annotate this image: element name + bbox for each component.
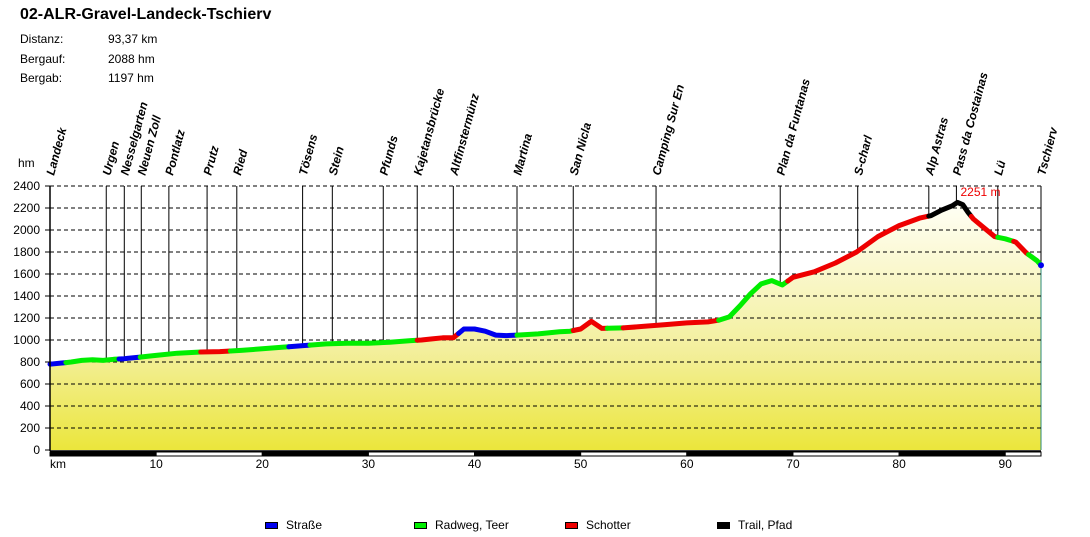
km-scale-bar xyxy=(474,451,582,457)
legend-label: Straße xyxy=(286,518,323,532)
y-axis-label: hm xyxy=(18,156,35,170)
waypoint-label: Stein xyxy=(326,145,347,177)
waypoint-label: Plan da Funtanas xyxy=(774,77,813,177)
elevation-area xyxy=(50,202,1042,450)
waypoint-label: San Nicla xyxy=(567,121,595,177)
stat-descent: Bergab: 1197 hm xyxy=(20,71,154,85)
y-tick-label: 2200 xyxy=(13,201,40,215)
waypoint-label: Pontlatz xyxy=(162,128,188,177)
surface-segment xyxy=(926,199,974,219)
legend-item-trail: Trail, Pfad xyxy=(717,518,792,532)
waypoint-label: Martina xyxy=(510,132,535,177)
surface-segment xyxy=(227,344,292,354)
surface-segment xyxy=(116,354,143,362)
stat-label: Distanz: xyxy=(20,32,64,46)
legend-swatch-trail xyxy=(717,521,730,529)
surface-segment xyxy=(286,342,313,350)
x-tick-label: 90 xyxy=(999,457,1013,471)
stat-value: 93,37 km xyxy=(108,32,158,46)
surface-line: 2251 m xyxy=(47,185,1044,367)
y-tick-label: 1400 xyxy=(13,289,40,303)
waypoint-label: Landeck xyxy=(43,125,69,177)
x-tick-label: 30 xyxy=(362,457,376,471)
y-tick-label: 2400 xyxy=(13,179,40,193)
surface-segment xyxy=(785,213,932,284)
waypoint-label: Tösens xyxy=(296,132,320,177)
km-scale-bar xyxy=(155,451,263,457)
surface-segment xyxy=(716,278,791,323)
legend-item-strasse: Straße xyxy=(265,518,322,532)
surface-segment xyxy=(307,337,420,348)
km-scale-bar xyxy=(580,451,688,457)
surface-segment xyxy=(198,348,233,355)
legend-swatch-radweg xyxy=(414,521,427,529)
surface-segment xyxy=(620,317,722,331)
legend-label: Trail, Pfad xyxy=(738,518,793,532)
waypoint-label: Lü xyxy=(991,158,1008,176)
y-tick-label: 600 xyxy=(20,377,40,391)
waypoint-label: Alp Astras xyxy=(922,115,951,177)
km-scale-bar xyxy=(792,451,900,457)
max-elevation-label: 2251 m xyxy=(960,185,1000,199)
km-scale-bar xyxy=(261,451,369,457)
surface-segment xyxy=(995,234,1017,244)
waypoint-label: Ried xyxy=(230,147,250,176)
y-tick-label: 1600 xyxy=(13,267,40,281)
y-tick-label: 400 xyxy=(20,399,40,413)
waypoint-label: Prutz xyxy=(200,144,221,177)
stat-ascent: Bergauf: 2088 hm xyxy=(20,52,155,66)
y-tick-label: 0 xyxy=(33,443,40,457)
legend-label: Radweg, Teer xyxy=(435,518,509,532)
waypoint-label: Kajetansbrücke xyxy=(411,87,448,177)
legend-item-radweg: Radweg, Teer xyxy=(414,518,509,532)
y-tick-label: 1000 xyxy=(13,333,40,347)
x-tick-label: 20 xyxy=(256,457,270,471)
waypoint-label: Pfunds xyxy=(377,134,401,177)
waypoint-label: Camping Sur En xyxy=(649,83,687,177)
x-tick-label: 60 xyxy=(680,457,694,471)
stat-label: Bergauf: xyxy=(20,52,66,66)
x-tick-label: 10 xyxy=(149,457,163,471)
surface-segment xyxy=(456,326,520,339)
y-tick-label: 1800 xyxy=(13,245,40,259)
surface-segment xyxy=(63,356,122,366)
km-scale-bar xyxy=(367,451,476,457)
x-axis-label: km xyxy=(50,457,66,471)
stat-value: 2088 hm xyxy=(108,52,155,66)
waypoint-label: Pass da Costainas xyxy=(950,70,991,176)
legend-swatch-schotter xyxy=(565,521,578,529)
legend-swatch-strasse xyxy=(265,521,278,529)
y-tick-label: 2000 xyxy=(13,223,40,237)
chart-title: 02-ALR-Gravel-Landeck-Tschierv xyxy=(20,6,272,23)
legend-label: Schotter xyxy=(586,518,631,532)
x-tick-label: 50 xyxy=(574,457,588,471)
waypoint-label: Tschierv xyxy=(1034,125,1061,177)
km-scale-bar xyxy=(686,451,794,457)
waypoint-label: Altfinstermünz xyxy=(446,92,482,178)
surface-segment xyxy=(414,330,462,343)
axes: 0 200 400 600 800 1000 1200 1400 1600 1800 2000 220… xyxy=(13,156,1042,471)
stat-distance: Distanz: 93,37 km xyxy=(20,32,157,46)
y-tick-label: 200 xyxy=(20,421,40,435)
waypoint-label: S-charl xyxy=(851,133,875,177)
km-scale-bar xyxy=(49,451,157,457)
x-tick-label: 70 xyxy=(786,457,800,471)
x-tick-label: 80 xyxy=(892,457,906,471)
stat-label: Bergab: xyxy=(20,71,63,85)
y-tick-label: 1200 xyxy=(13,311,40,325)
legend-item-schotter: Schotter xyxy=(565,518,631,532)
y-tick-label: 800 xyxy=(20,355,40,369)
surface-segment xyxy=(570,318,610,333)
km-scale-bar xyxy=(898,451,1006,457)
x-tick-label: 40 xyxy=(468,457,482,471)
elevation-fill xyxy=(50,202,1041,450)
km-scale-bar xyxy=(1004,451,1042,457)
stat-value: 1197 hm xyxy=(108,71,154,85)
